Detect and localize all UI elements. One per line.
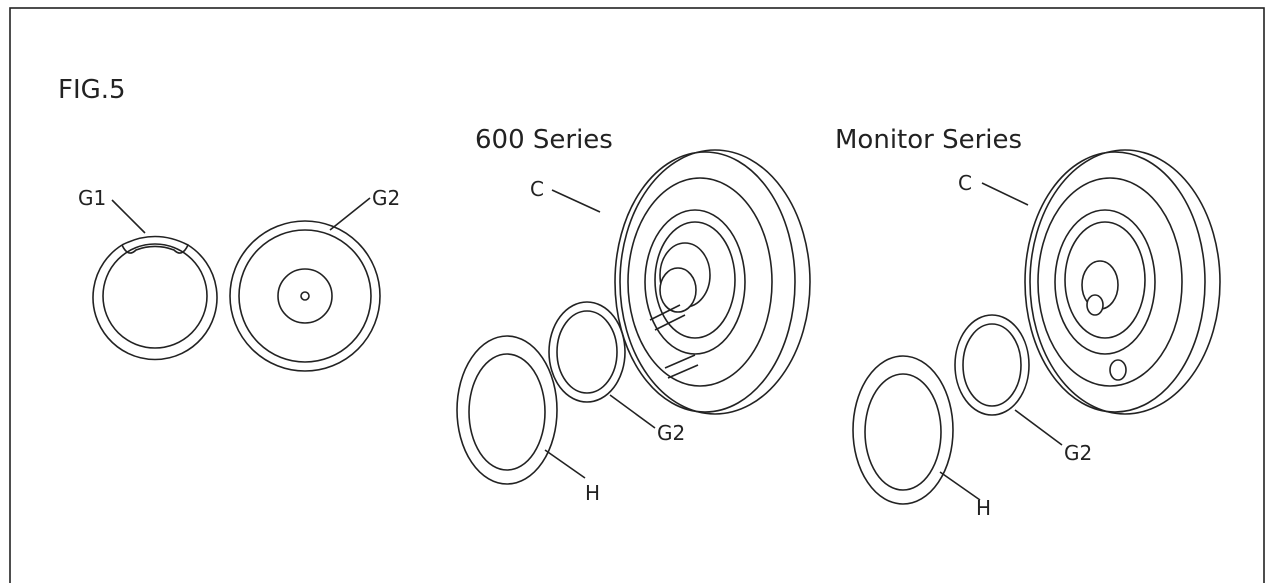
leader	[982, 183, 1028, 205]
part-label: G2	[372, 186, 400, 210]
leader	[112, 200, 145, 233]
g1-ring	[93, 237, 217, 360]
leader	[610, 395, 655, 428]
g2-disc	[230, 221, 380, 371]
panel-title: Monitor Series	[835, 125, 1022, 155]
leader	[545, 450, 585, 478]
c-housing	[615, 150, 810, 414]
figure: FIG.5 G1 G2 600 Series C G2	[0, 0, 1275, 583]
g2-ring	[955, 315, 1029, 415]
h-ring	[853, 356, 953, 504]
g2-ring	[549, 302, 625, 402]
leader	[330, 198, 370, 230]
part-label: G1	[78, 186, 106, 210]
part-label: C	[958, 171, 972, 195]
part-label: G2	[1064, 441, 1092, 465]
panel-title: 600 Series	[475, 125, 613, 155]
c-housing	[1025, 150, 1220, 414]
leader	[940, 472, 980, 500]
part-label: G2	[657, 421, 685, 445]
leader	[1015, 410, 1062, 445]
figure-label: FIG.5	[58, 75, 126, 105]
h-ring	[457, 336, 557, 484]
part-label: H	[585, 481, 600, 505]
leader	[552, 190, 600, 212]
part-label: H	[976, 496, 991, 520]
part-label: C	[530, 177, 544, 201]
